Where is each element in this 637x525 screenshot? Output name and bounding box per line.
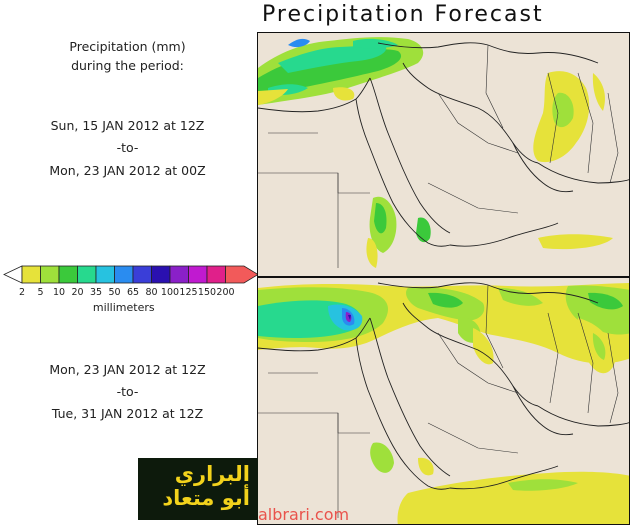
precip-legend: 2 5 10 20 35 50 65 80 100 125 150 200 millimeters [0, 262, 259, 322]
forecast-map-period-two [257, 277, 630, 525]
legend-swatch [132, 265, 152, 284]
legend-tick-label: 80 [145, 287, 157, 298]
legend-swatch [21, 265, 41, 284]
legend-swatch [169, 265, 189, 284]
albrari-logo: البراري أبو متعاد [138, 458, 258, 520]
legend-swatch [58, 265, 78, 284]
precip-caption-line2: during the period: [71, 58, 184, 73]
legend-tick-label: 100 [161, 287, 179, 298]
legend-swatch [95, 265, 115, 284]
legend-swatch [40, 265, 60, 284]
watermark-text: albrari.com [258, 505, 350, 524]
legend-tick-label: 50 [108, 287, 120, 298]
map-two-svg [258, 278, 629, 524]
period-one-start: Sun, 15 JAN 2012 at 12Z [50, 118, 205, 133]
legend-swatch [114, 265, 134, 284]
logo-text-line2: أبو متعاد [162, 486, 250, 510]
precip-caption-line1: Precipitation (mm) [69, 39, 186, 54]
legend-tick-label: 125 [179, 287, 197, 298]
legend-swatch [77, 265, 97, 284]
legend-swatch [206, 265, 226, 284]
period-two-start: Mon, 23 JAN 2012 at 12Z [49, 362, 206, 377]
period-one-end: Mon, 23 JAN 2012 at 00Z [49, 163, 206, 178]
period-one-to: -to- [116, 140, 139, 155]
legend-tick-label: 65 [127, 287, 139, 298]
page-title: Precipitation Forecast [262, 2, 544, 27]
legend-arrow-left [3, 265, 23, 284]
legend-tick-label: 200 [216, 287, 234, 298]
period-two-to: -to- [116, 384, 139, 399]
legend-tick-label: 2 [19, 287, 25, 298]
logo-text-line1: البراري [174, 462, 250, 486]
legend-unit-label: millimeters [93, 301, 155, 314]
legend-tick-label: 35 [90, 287, 102, 298]
map-one-svg [258, 33, 629, 276]
legend-swatch [151, 265, 171, 284]
forecast-map-period-one [257, 32, 630, 277]
legend-tick-label: 150 [198, 287, 216, 298]
legend-swatch [225, 265, 259, 284]
legend-swatch [188, 265, 208, 284]
legend-colorbar: 2 5 10 20 35 50 65 80 100 125 150 200 millimeters [3, 265, 259, 314]
period-two-end: Tue, 31 JAN 2012 at 12Z [51, 406, 204, 421]
legend-tick-label: 5 [37, 287, 43, 298]
legend-tick-label: 20 [71, 287, 83, 298]
legend-tick-label: 10 [53, 287, 65, 298]
